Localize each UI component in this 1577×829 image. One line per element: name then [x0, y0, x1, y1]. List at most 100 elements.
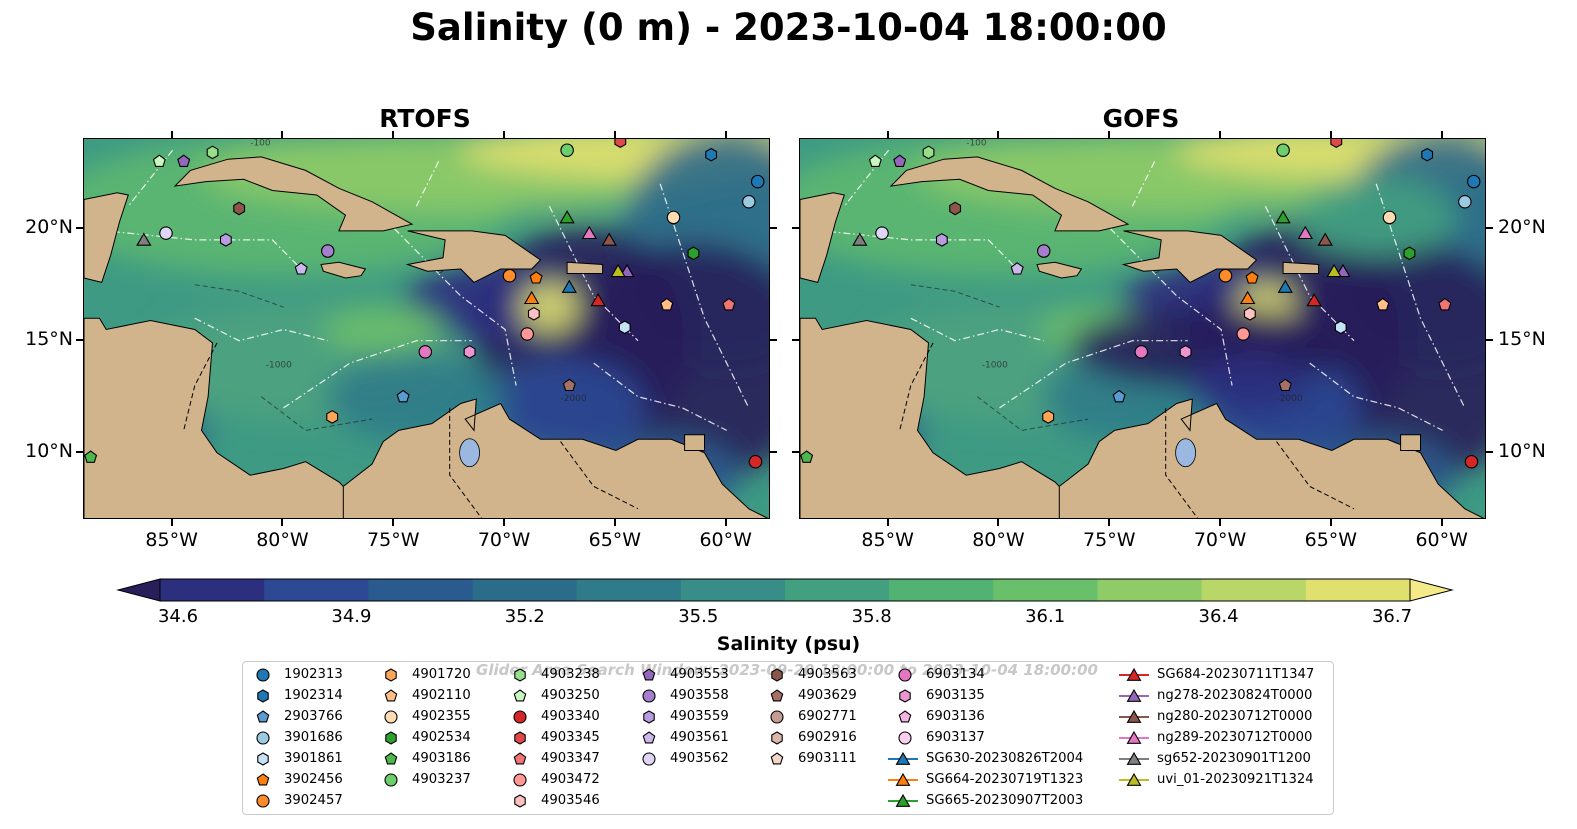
legend-item-label: 6902916 [798, 730, 857, 745]
legend-item-label: 4903340 [541, 709, 600, 724]
legend-marker [514, 731, 526, 745]
lon-tick-mark [724, 131, 727, 138]
lat-tick-label: 15°N [25, 327, 73, 350]
pentagon-marker-icon [384, 689, 398, 702]
marker-4903345 [614, 139, 627, 149]
lon-tick-mark [997, 131, 1000, 138]
legend-item-label: 4903553 [670, 667, 729, 682]
legend-item: sg652-20230901T1200 [1117, 748, 1311, 769]
marker-4903558 [1037, 244, 1051, 258]
marker-4902110 [660, 297, 674, 311]
marker-SG664-20230719T1323 [1239, 290, 1256, 305]
circle-marker-icon [513, 710, 527, 724]
legend-item: 4903629 [766, 685, 857, 706]
lat-tick-label: 15°N [1498, 327, 1546, 350]
lon-tick-mark [1219, 519, 1222, 526]
marker-3902457 [1218, 268, 1233, 283]
legend-item-label: 4903629 [798, 688, 857, 703]
legend-item: SG684-20230711T1347 [1117, 664, 1314, 685]
colorbar-tick-label: 35.5 [678, 606, 719, 627]
legend-item: 4902355 [380, 706, 471, 727]
legend-item: 4903347 [509, 748, 600, 769]
circle-marker-icon [384, 773, 398, 787]
marker-6903135 [463, 345, 476, 359]
legend-item: ng289-20230712T0000 [1117, 727, 1312, 748]
colorbar-segment [889, 579, 994, 601]
gofs-map-panel: -100 -1000 -2000 [799, 138, 1486, 519]
lon-tick-mark [503, 131, 506, 138]
marker-ng289-20230712T0000 [581, 225, 597, 240]
legend-item: 6903135 [894, 685, 985, 706]
legend-item-label: 6902771 [798, 709, 857, 724]
legend-item: 3901861 [252, 748, 343, 769]
legend-marker [895, 772, 911, 786]
lon-tick-mark [1108, 131, 1111, 138]
marker-4903250 [868, 154, 882, 167]
legend-item-label: 4903238 [541, 667, 600, 682]
colorbar-tick-label: 34.9 [331, 606, 372, 627]
marker-3902457 [502, 268, 517, 283]
legend-watermark: Glider Area Search Window: 2023-09-20 18… [476, 661, 1098, 679]
legend-item: 1902314 [252, 685, 343, 706]
hexagon-marker-icon [385, 731, 397, 745]
marker-4903237 [1276, 143, 1290, 157]
marker-4902355 [666, 210, 681, 225]
legend-item-label: 4903237 [412, 772, 471, 787]
marker-4903629 [562, 378, 576, 392]
legend-item-label: 4903561 [670, 730, 729, 745]
colorbar-tick-label: 36.1 [1025, 606, 1066, 627]
circle-marker-icon [642, 752, 656, 766]
legend-item-label: SG665-20230907T2003 [926, 793, 1084, 808]
legend-item-label: 3901686 [284, 730, 343, 745]
lat-tick-mark [770, 338, 777, 341]
hexagon-marker-icon [899, 689, 911, 703]
legend-item: SG630-20230826T2004 [886, 748, 1083, 769]
colorbar-tick-label: 34.6 [157, 606, 199, 627]
colorbar-segment [1097, 579, 1203, 601]
legend-item: 4901720 [380, 664, 471, 685]
marker-4903546 [527, 306, 540, 321]
marker-1902313 [1466, 174, 1481, 189]
legend-item: 4903238 [509, 664, 600, 685]
marker-4903347 [722, 297, 736, 311]
lat-tick-mark [770, 450, 777, 453]
lat-tick-mark [76, 338, 83, 341]
lon-tick-mark [170, 519, 173, 526]
legend-item: 4903563 [766, 664, 857, 685]
legend-item-label: 4903186 [412, 751, 471, 766]
colorbar-tick-label: 36.7 [1371, 606, 1413, 627]
yucatan-land [84, 192, 129, 283]
jamaica-land [1036, 261, 1083, 279]
legend-marker [256, 668, 270, 682]
pentagon-marker-icon [642, 731, 656, 744]
colorbar-segment [368, 579, 473, 601]
hexagon-marker-icon [257, 689, 269, 703]
marker-4903559 [935, 233, 948, 247]
legend-item: 6902771 [766, 706, 857, 727]
legend-marker [256, 773, 270, 786]
lon-tick-mark [1440, 519, 1443, 526]
legend-item-label: sg652-20230901T1200 [1157, 751, 1311, 766]
colorbar-tick-label: 35.8 [851, 606, 892, 627]
marker-SG665-20230907T2003 [1275, 210, 1291, 224]
triangle-marker-icon [1119, 730, 1149, 744]
marker-SG684-20230711T1347 [590, 293, 606, 307]
legend-item-label: 4903472 [541, 772, 600, 787]
lat-tick-mark [792, 226, 799, 229]
legend-item: 4903553 [638, 664, 729, 685]
legend-marker [385, 668, 397, 682]
legend-item: 1902313 [252, 664, 343, 685]
colorbar-segment [680, 579, 786, 601]
marker-ng280-20230712T0000 [601, 232, 617, 246]
legend-item: 6903134 [894, 664, 985, 685]
triangle-marker-icon [1119, 751, 1149, 765]
legend-item-label: 3901861 [284, 751, 343, 766]
colorbar-extend-low [116, 578, 161, 602]
contour-label: -2000 [1276, 394, 1302, 404]
lon-tick-label: 85°W [145, 529, 198, 551]
contour-label: -100 [966, 139, 987, 149]
lon-tick-mark [281, 519, 284, 526]
legend-item-label: uvi_01-20230921T1324 [1157, 772, 1314, 787]
legend-marker [256, 731, 270, 745]
marker-4903345 [1330, 139, 1343, 149]
